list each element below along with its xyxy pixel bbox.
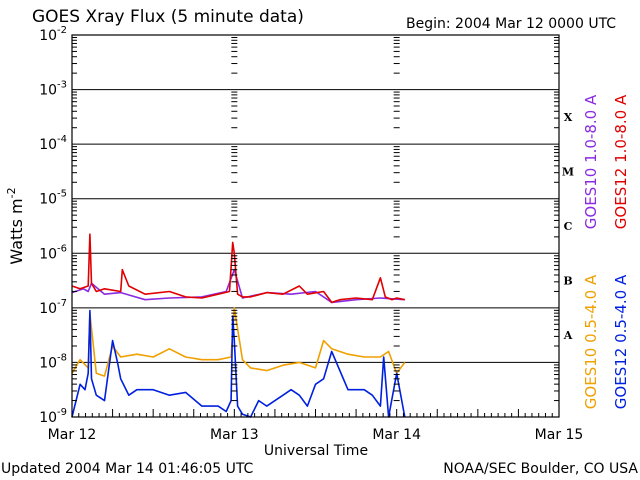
x-tick-label: Mar 13 xyxy=(210,427,259,443)
y-tick-labels: 10-2 10-3 10-4 10-5 10-6 10-7 10-8 10-9 xyxy=(39,25,67,426)
y-tick-label: 10-7 xyxy=(39,298,67,317)
y-tick-label: 10-9 xyxy=(39,407,67,426)
y-axis-label-text: Watts m xyxy=(7,198,26,264)
minor-ticks xyxy=(71,36,560,417)
series-line-2 xyxy=(71,307,406,377)
x-axis-label: Universal Time xyxy=(264,443,368,459)
y-axis-label-exponent: -2 xyxy=(5,187,18,198)
y-tick-label: 10-8 xyxy=(39,352,67,371)
updated-timestamp: Updated 2004 Mar 14 01:46:05 UTC xyxy=(1,461,254,477)
flare-class-label: M xyxy=(562,165,574,178)
series-line-3 xyxy=(71,309,406,418)
flare-class-label: C xyxy=(564,220,573,233)
series-lines xyxy=(71,233,406,418)
legend: GOES10 1.0-8.0 A GOES12 1.0-8.0 A GOES10 0… xyxy=(582,94,630,409)
x-tick-labels: Mar 12 Mar 13 Mar 14 Mar 15 xyxy=(48,427,584,443)
chart-title: GOES Xray Flux (5 minute data) xyxy=(32,7,304,27)
legend-entry-2: GOES10 0.5-4.0 A xyxy=(582,274,600,409)
flare-class-labels: X M C B A xyxy=(562,111,574,342)
x-tick-label: Mar 14 xyxy=(372,427,421,443)
data-credit: NOAA/SEC Boulder, CO USA xyxy=(443,461,638,477)
y-tick-label: 10-5 xyxy=(39,189,67,208)
begin-date: Begin: 2004 Mar 12 0000 UTC xyxy=(406,16,617,32)
flare-class-label: B xyxy=(563,275,572,288)
y-tick-label: 10-6 xyxy=(39,243,67,262)
plot-frame xyxy=(71,34,560,418)
x-tick-label: Mar 12 xyxy=(48,427,97,443)
flare-class-label: X xyxy=(564,111,573,124)
y-tick-label: 10-3 xyxy=(39,80,67,99)
legend-entry-3: GOES12 0.5-4.0 A xyxy=(612,274,630,409)
legend-entry-0: GOES10 1.0-8.0 A xyxy=(582,94,600,229)
x-tick-label: Mar 15 xyxy=(535,427,584,443)
flare-class-label: A xyxy=(563,329,573,342)
y-axis-label: Watts m-2 xyxy=(5,187,26,264)
y-tick-label: 10-2 xyxy=(39,25,67,44)
legend-entry-1: GOES12 1.0-8.0 A xyxy=(612,94,630,229)
y-tick-label: 10-4 xyxy=(39,134,67,153)
grid-lines xyxy=(72,34,559,418)
series-line-1 xyxy=(71,233,405,304)
